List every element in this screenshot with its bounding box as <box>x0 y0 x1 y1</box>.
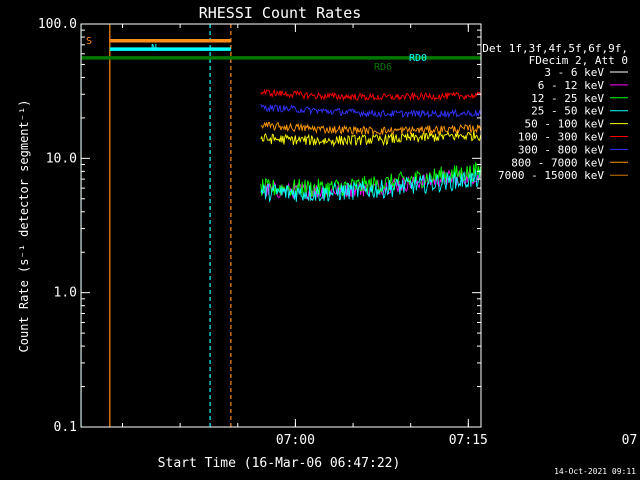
series-line-7 <box>260 121 481 136</box>
x-tick-label: 07:15 <box>449 433 488 448</box>
legend-entry-label: 100 - 300 keV <box>518 131 604 144</box>
legend-entry-label: 50 - 100 keV <box>525 118 605 131</box>
series-line-0 <box>260 168 481 236</box>
state-label-rd6: RD6 <box>374 62 392 73</box>
series-line-3 <box>260 169 481 202</box>
y-axis-label: Count Rate (s⁻¹ detector segment⁻¹) <box>17 100 31 353</box>
timestamp: 14-Oct-2021 09:11 <box>554 467 636 476</box>
series-line-5 <box>260 88 481 102</box>
legend-entry-label: 6 - 12 keV <box>538 79 605 92</box>
legend: Det 1f,3f,4f,5f,6f,9f, FDecim 2, Att 0 3… <box>482 42 628 182</box>
series-line-6 <box>260 103 481 119</box>
y-tick-label: 1.0 <box>54 286 77 301</box>
plot-area <box>81 24 481 427</box>
y-tick-label: 0.1 <box>54 420 77 435</box>
legend-entry-label: 7000 - 15000 keV <box>498 169 604 182</box>
series-line-4 <box>260 130 481 148</box>
y-axis-ticks: 100.0 10.0 1.0 0.1 <box>38 17 481 435</box>
state-label-s: S <box>86 36 92 47</box>
x-tick-label: 07:00 <box>276 433 315 448</box>
legend-entry-label: 3 - 6 keV <box>544 66 604 79</box>
y-tick-label: 100.0 <box>38 17 77 32</box>
legend-entry-label: 25 - 50 keV <box>531 105 604 118</box>
legend-entry-label: 800 - 7000 keV <box>511 156 604 169</box>
state-label-n: N <box>151 43 157 54</box>
state-label-rd0: RD0 <box>409 53 427 64</box>
x-tick-label: 07:30 <box>622 433 640 448</box>
series-line-2 <box>260 161 481 198</box>
y-tick-label: 10.0 <box>46 151 77 166</box>
x-axis-label: Start Time (16-Mar-06 06:47:22) <box>158 456 401 471</box>
legend-header-line-1: Det 1f,3f,4f,5f,6f,9f, <box>482 42 628 55</box>
plot-frame <box>80 23 482 428</box>
legend-header-line-2: FDecim 2, Att 0 <box>529 54 628 67</box>
chart-title: RHESSI Count Rates <box>199 4 362 22</box>
legend-entry-label: 300 - 800 keV <box>518 143 604 156</box>
legend-entry-label: 12 - 25 keV <box>531 92 604 105</box>
